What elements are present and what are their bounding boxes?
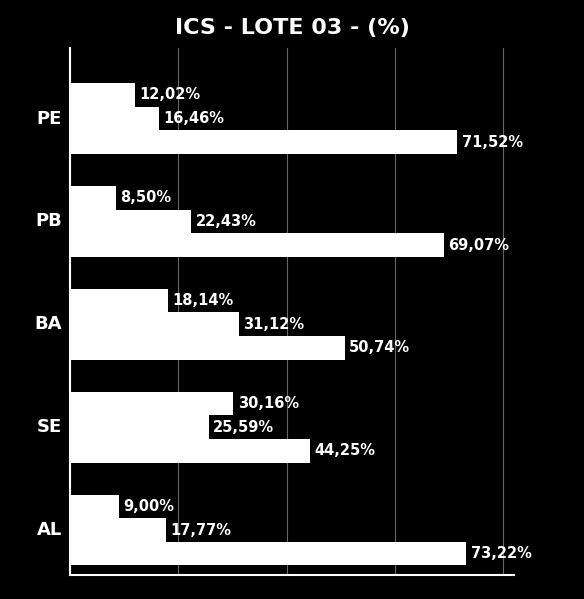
Text: 8,50%: 8,50% (120, 190, 172, 205)
Text: 22,43%: 22,43% (196, 214, 257, 229)
Bar (70, 233, 444, 257)
Text: 18,14%: 18,14% (173, 293, 234, 308)
Bar (70, 518, 166, 542)
Text: PE: PE (37, 110, 62, 128)
Bar (70, 210, 192, 233)
Bar (70, 542, 467, 565)
Text: 50,74%: 50,74% (349, 340, 410, 355)
Text: 12,02%: 12,02% (140, 87, 200, 102)
Text: AL: AL (37, 521, 62, 539)
Text: 31,12%: 31,12% (243, 317, 304, 332)
Bar (70, 495, 119, 518)
Text: PB: PB (35, 213, 62, 231)
Text: 25,59%: 25,59% (213, 420, 274, 435)
Bar (70, 186, 116, 210)
Text: SE: SE (37, 418, 62, 436)
Text: BA: BA (34, 315, 62, 333)
Bar (70, 313, 238, 336)
Text: 9,00%: 9,00% (123, 499, 174, 514)
Bar (70, 83, 135, 107)
Title: ICS - LOTE 03 - (%): ICS - LOTE 03 - (%) (175, 18, 409, 38)
Bar (70, 415, 208, 439)
Bar (70, 439, 310, 462)
Bar (70, 336, 345, 360)
Text: 73,22%: 73,22% (471, 546, 531, 561)
Bar (70, 107, 159, 131)
Text: 30,16%: 30,16% (238, 396, 299, 411)
Bar (70, 289, 168, 313)
Text: 71,52%: 71,52% (461, 135, 523, 150)
Text: 16,46%: 16,46% (164, 111, 224, 126)
Text: 69,07%: 69,07% (449, 238, 509, 253)
Text: 44,25%: 44,25% (314, 443, 375, 458)
Bar (70, 392, 234, 415)
Text: 17,77%: 17,77% (171, 522, 232, 537)
Bar (70, 131, 457, 154)
